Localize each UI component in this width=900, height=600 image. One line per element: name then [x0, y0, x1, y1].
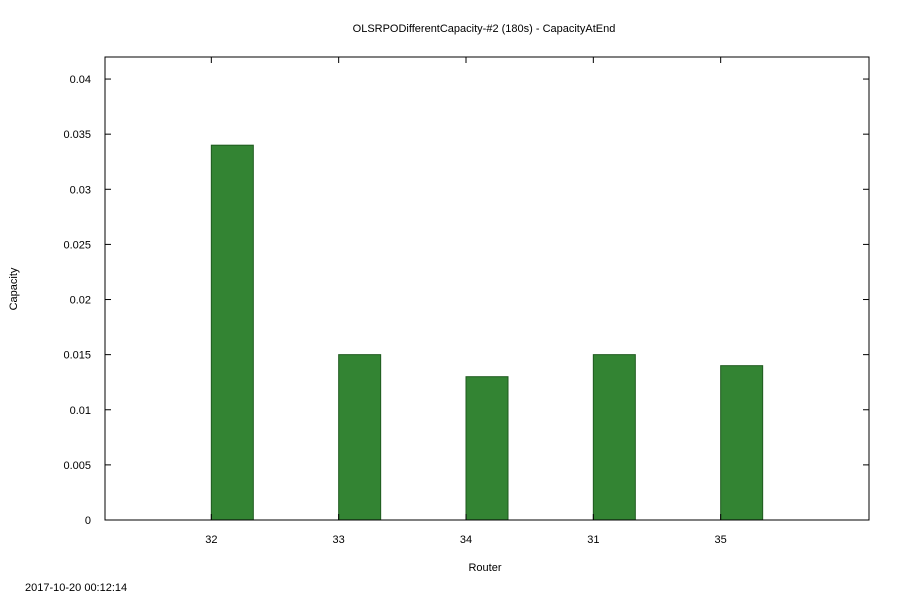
y-axis-label: Capacity — [8, 267, 20, 310]
x-tick-label: 33 — [333, 534, 345, 546]
bar-35 — [720, 365, 764, 521]
y-tick-label: 0.02 — [70, 295, 91, 307]
chart-title: OLSRPODifferentCapacity-#2 (180s) - Capa… — [353, 23, 616, 35]
bar-33 — [338, 354, 382, 521]
x-axis-label: Router — [468, 562, 501, 574]
plot-frame — [104, 56, 870, 521]
y-tick-label: 0.015 — [63, 350, 91, 362]
y-tick-label: 0 — [85, 515, 91, 527]
x-tick-label: 35 — [715, 534, 727, 546]
y-tick-label: 0.035 — [63, 129, 91, 141]
bar-34 — [465, 376, 509, 521]
x-tick-label: 31 — [587, 534, 599, 546]
y-tick-label: 0.01 — [70, 405, 91, 417]
y-tick-label: 0.005 — [63, 460, 91, 472]
y-tick-label: 0.025 — [63, 239, 91, 251]
bar-31 — [592, 354, 636, 521]
y-tick-label: 0.04 — [70, 74, 91, 86]
timestamp: 2017-10-20 00:12:14 — [25, 582, 128, 594]
y-tick-label: 0.03 — [70, 184, 91, 196]
x-tick-label: 32 — [205, 534, 217, 546]
bar-32 — [210, 144, 254, 521]
x-tick-label: 34 — [460, 534, 472, 546]
